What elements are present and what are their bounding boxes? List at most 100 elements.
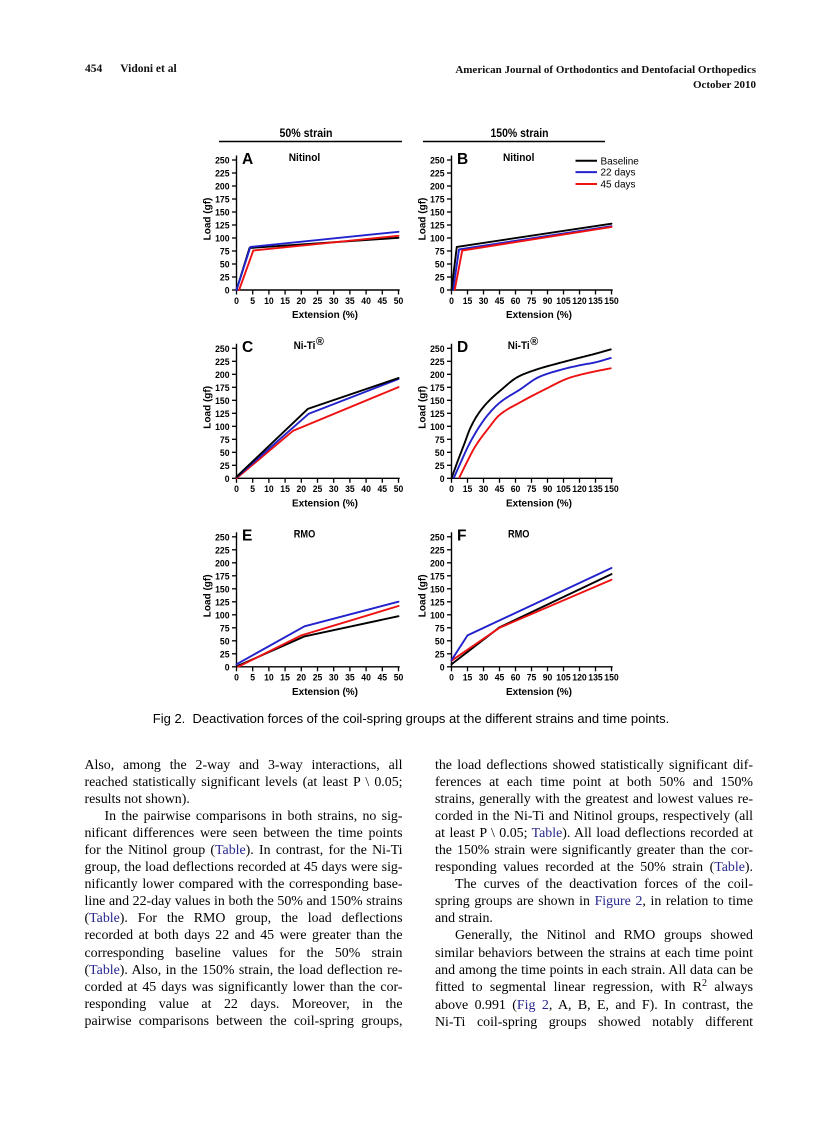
svg-text:20: 20 bbox=[297, 484, 307, 495]
svg-text:150: 150 bbox=[215, 208, 229, 219]
svg-text:22 days: 22 days bbox=[601, 168, 636, 179]
svg-text:45: 45 bbox=[378, 296, 388, 307]
svg-text:175: 175 bbox=[430, 195, 445, 206]
svg-text:Nitinol: Nitinol bbox=[289, 152, 321, 164]
svg-text:5: 5 bbox=[250, 673, 255, 684]
svg-text:25: 25 bbox=[435, 273, 445, 284]
svg-text:225: 225 bbox=[215, 545, 230, 556]
svg-text:150: 150 bbox=[215, 584, 229, 595]
svg-text:RMO: RMO bbox=[294, 529, 316, 541]
svg-text:Extension (%): Extension (%) bbox=[506, 687, 572, 698]
svg-text:Load (gf): Load (gf) bbox=[418, 198, 429, 241]
svg-text:40: 40 bbox=[361, 296, 371, 307]
svg-text:75: 75 bbox=[527, 296, 537, 307]
svg-text:25: 25 bbox=[220, 273, 230, 284]
svg-text:Load (gf): Load (gf) bbox=[203, 386, 214, 429]
svg-text:50: 50 bbox=[435, 448, 445, 459]
svg-text:B: B bbox=[457, 151, 468, 168]
svg-text:Extension (%): Extension (%) bbox=[506, 498, 572, 509]
svg-text:100: 100 bbox=[430, 234, 444, 245]
svg-text:50: 50 bbox=[220, 636, 230, 647]
svg-text:75: 75 bbox=[435, 435, 445, 446]
svg-text:Nitinol: Nitinol bbox=[503, 152, 535, 164]
svg-text:100: 100 bbox=[430, 610, 444, 621]
svg-text:50: 50 bbox=[394, 296, 404, 307]
svg-text:C: C bbox=[242, 339, 253, 356]
svg-text:0: 0 bbox=[225, 474, 230, 485]
svg-text:125: 125 bbox=[430, 221, 445, 232]
svg-text:105: 105 bbox=[556, 673, 571, 684]
svg-text:175: 175 bbox=[430, 571, 445, 582]
svg-text:250: 250 bbox=[215, 156, 229, 167]
svg-text:0: 0 bbox=[225, 286, 230, 297]
svg-text:150: 150 bbox=[430, 208, 444, 219]
svg-text:150: 150 bbox=[215, 396, 229, 407]
svg-text:30: 30 bbox=[329, 673, 339, 684]
svg-text:60: 60 bbox=[511, 673, 521, 684]
svg-text:25: 25 bbox=[220, 461, 230, 472]
svg-text:0: 0 bbox=[440, 662, 445, 673]
svg-text:Extension (%): Extension (%) bbox=[506, 310, 572, 321]
svg-text:15: 15 bbox=[463, 296, 473, 307]
svg-text:225: 225 bbox=[430, 357, 445, 368]
svg-text:Extension (%): Extension (%) bbox=[292, 687, 358, 698]
svg-text:25: 25 bbox=[435, 461, 445, 472]
svg-text:125: 125 bbox=[215, 409, 230, 420]
svg-text:35: 35 bbox=[345, 484, 355, 495]
svg-text:40: 40 bbox=[361, 484, 371, 495]
svg-text:30: 30 bbox=[479, 296, 489, 307]
svg-text:225: 225 bbox=[430, 545, 445, 556]
svg-text:Extension (%): Extension (%) bbox=[292, 310, 358, 321]
svg-text:30: 30 bbox=[479, 484, 489, 495]
svg-text:75: 75 bbox=[220, 623, 230, 634]
svg-text:175: 175 bbox=[215, 195, 230, 206]
svg-text:15: 15 bbox=[280, 673, 290, 684]
svg-text:0: 0 bbox=[440, 286, 445, 297]
svg-text:0: 0 bbox=[225, 662, 230, 673]
svg-text:120: 120 bbox=[572, 673, 586, 684]
svg-text:45: 45 bbox=[495, 296, 505, 307]
svg-text:D: D bbox=[457, 339, 468, 356]
svg-text:25: 25 bbox=[313, 296, 323, 307]
svg-text:®: ® bbox=[316, 336, 324, 348]
svg-text:®: ® bbox=[530, 336, 538, 348]
svg-text:250: 250 bbox=[430, 156, 444, 167]
svg-text:120: 120 bbox=[572, 296, 586, 307]
svg-text:105: 105 bbox=[556, 296, 571, 307]
svg-text:150: 150 bbox=[604, 673, 618, 684]
svg-text:225: 225 bbox=[215, 169, 230, 180]
svg-text:10: 10 bbox=[264, 296, 274, 307]
svg-text:0: 0 bbox=[234, 296, 239, 307]
svg-text:20: 20 bbox=[297, 296, 307, 307]
svg-text:150: 150 bbox=[604, 296, 618, 307]
svg-text:15: 15 bbox=[280, 484, 290, 495]
svg-text:5: 5 bbox=[250, 484, 255, 495]
svg-text:Load (gf): Load (gf) bbox=[418, 386, 429, 429]
svg-text:Load (gf): Load (gf) bbox=[203, 198, 214, 241]
svg-text:30: 30 bbox=[329, 484, 339, 495]
svg-text:15: 15 bbox=[463, 484, 473, 495]
svg-text:15: 15 bbox=[280, 296, 290, 307]
svg-text:30: 30 bbox=[479, 673, 489, 684]
svg-text:45: 45 bbox=[495, 673, 505, 684]
svg-text:50: 50 bbox=[394, 673, 404, 684]
svg-text:50: 50 bbox=[220, 448, 230, 459]
svg-text:125: 125 bbox=[215, 597, 230, 608]
svg-text:250: 250 bbox=[215, 532, 229, 543]
svg-text:F: F bbox=[457, 528, 466, 545]
svg-text:15: 15 bbox=[463, 673, 473, 684]
svg-text:30: 30 bbox=[329, 296, 339, 307]
svg-text:120: 120 bbox=[572, 484, 586, 495]
svg-text:75: 75 bbox=[220, 247, 230, 258]
svg-text:Load (gf): Load (gf) bbox=[203, 574, 214, 617]
svg-text:Load (gf): Load (gf) bbox=[418, 574, 429, 617]
svg-text:100: 100 bbox=[430, 422, 444, 433]
svg-text:60: 60 bbox=[511, 484, 521, 495]
svg-text:175: 175 bbox=[430, 383, 445, 394]
svg-text:Extension (%): Extension (%) bbox=[292, 498, 358, 509]
svg-text:RMO: RMO bbox=[508, 529, 530, 541]
svg-text:75: 75 bbox=[527, 484, 537, 495]
svg-text:75: 75 bbox=[527, 673, 537, 684]
svg-text:125: 125 bbox=[430, 597, 445, 608]
svg-text:50: 50 bbox=[435, 636, 445, 647]
